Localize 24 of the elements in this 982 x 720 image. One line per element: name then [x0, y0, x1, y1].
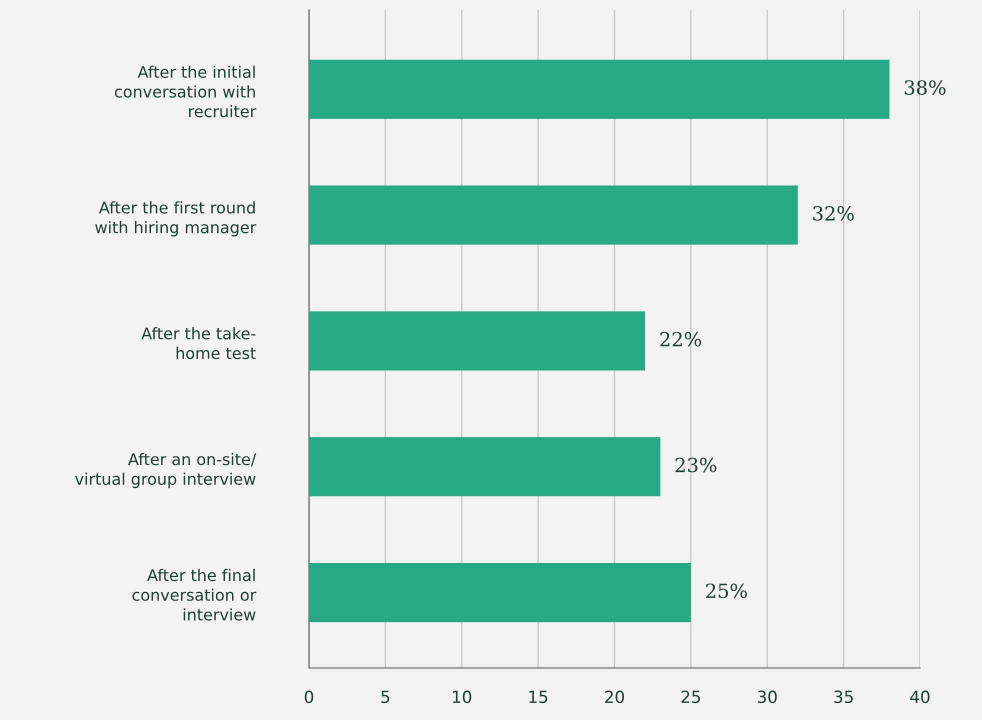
x-tick-label: 20 — [605, 690, 624, 704]
bar — [309, 562, 691, 622]
data-label: 23% — [676, 458, 716, 472]
bar — [309, 311, 646, 370]
data-label: 22% — [660, 332, 702, 347]
x-tick-label: 35 — [834, 690, 853, 704]
y-tick-label: After the initial conversation with recruiter — [114, 66, 256, 118]
y-tick-label: After the take- home test — [141, 327, 256, 360]
y-tick-label: After the final conversation or interview — [132, 568, 256, 621]
x-tick-label: 10 — [452, 690, 472, 704]
x-tick-label: 25 — [681, 690, 700, 704]
data-label: 38% — [904, 80, 946, 95]
bar — [309, 437, 660, 496]
x-tick-label: 5 — [381, 690, 390, 704]
x-tick-label: 40 — [910, 690, 930, 704]
bar — [309, 60, 890, 119]
x-tick-label: 30 — [758, 690, 777, 704]
x-tick-label: 0 — [304, 690, 314, 704]
x-tick-label: 15 — [529, 690, 548, 704]
data-label: 25% — [706, 583, 747, 598]
data-label: 32% — [813, 206, 854, 221]
bar — [309, 186, 798, 245]
y-tick-label: After the first round with hiring manager — [95, 201, 256, 236]
y-tick-label: After an on-site/ virtual group interview — [75, 452, 256, 488]
